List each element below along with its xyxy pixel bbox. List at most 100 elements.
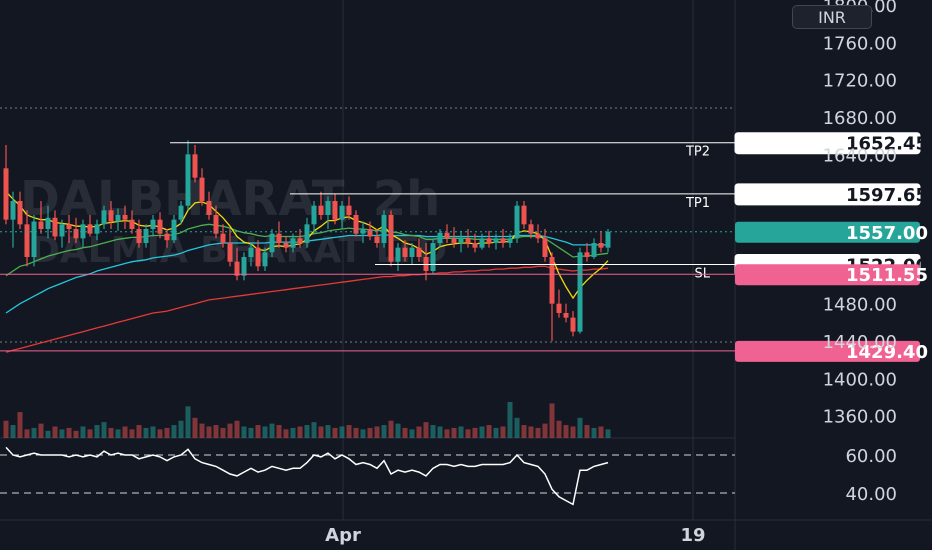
candle[interactable] [430,238,436,274]
candle[interactable] [563,303,569,323]
candlestick-series[interactable] [3,140,611,341]
currency-button[interactable]: INR [792,5,872,29]
candle[interactable] [199,168,205,206]
candle[interactable] [52,210,58,241]
candle[interactable] [87,214,93,237]
candle-body [297,238,303,243]
price-level-lines[interactable]: TP21652.45TP11597.651557.00SL1522.001511… [0,132,928,363]
candle[interactable] [178,200,184,225]
candle[interactable] [234,247,240,281]
candle[interactable] [129,210,135,234]
candle[interactable] [31,214,37,267]
volume-bar [584,425,590,438]
price-tag-label: 1597.65 [846,185,928,206]
candle[interactable] [311,200,317,234]
volume-bar [388,420,394,438]
candle[interactable] [108,200,114,229]
candle[interactable] [192,144,198,183]
candle[interactable] [304,217,310,248]
candle[interactable] [227,228,233,267]
candle[interactable] [290,233,296,253]
candle[interactable] [479,233,485,250]
candle[interactable] [465,228,471,248]
candle[interactable] [220,224,226,248]
volume-bar [73,430,79,438]
candle[interactable] [409,242,415,265]
candle[interactable] [458,230,464,253]
candle[interactable] [577,247,583,334]
candle[interactable] [388,210,394,267]
candle[interactable] [255,240,261,271]
candle[interactable] [346,196,352,220]
candle[interactable] [339,200,345,229]
time-axis[interactable]: Apr 19 [325,525,705,546]
candle[interactable] [45,205,51,239]
candle-body [388,214,394,262]
candle[interactable] [416,238,422,262]
candle[interactable] [248,242,254,267]
candle[interactable] [528,219,534,239]
candle[interactable] [206,191,212,220]
candle[interactable] [570,311,576,337]
candle[interactable] [269,228,275,257]
candle[interactable] [115,208,121,231]
candle[interactable] [171,214,177,243]
candle[interactable] [486,230,492,248]
candle[interactable] [38,200,44,234]
rsi-tick-label: 40.00 [845,484,897,505]
candle[interactable] [262,247,268,271]
candle[interactable] [66,214,72,243]
candle[interactable] [136,219,142,248]
candle[interactable] [542,228,548,262]
candle[interactable] [360,221,366,243]
candle[interactable] [514,200,520,243]
volume-bar [528,426,534,438]
candle[interactable] [276,221,282,248]
candle[interactable] [73,217,79,243]
volume-bar [192,417,198,438]
candle-body [451,238,457,243]
candle[interactable] [101,205,107,229]
candle[interactable] [472,233,478,253]
candle[interactable] [318,191,324,220]
volume-bar [94,425,100,438]
candle[interactable] [10,191,16,248]
candle-body [353,214,359,234]
candle-body [108,210,114,222]
candle[interactable] [325,196,331,229]
candle[interactable] [556,289,562,318]
candle[interactable] [59,219,65,248]
candle[interactable] [584,242,590,262]
candle[interactable] [283,236,289,253]
candle[interactable] [94,219,100,241]
candle[interactable] [367,221,373,241]
candle[interactable] [185,140,191,211]
candle[interactable] [332,193,338,225]
candle[interactable] [122,205,128,229]
candle[interactable] [402,240,408,262]
candle[interactable] [143,224,149,248]
candle[interactable] [80,219,86,248]
candle[interactable] [3,144,9,225]
candle[interactable] [500,228,506,248]
candle[interactable] [157,212,163,239]
candle[interactable] [591,238,597,259]
candle[interactable] [598,230,604,253]
candle[interactable] [241,252,247,281]
candle[interactable] [24,210,30,267]
candle[interactable] [507,233,513,248]
candle[interactable] [150,214,156,237]
candle[interactable] [549,252,555,341]
candle[interactable] [451,227,457,248]
candle[interactable] [493,233,499,250]
candle-body [255,247,261,267]
candle[interactable] [213,205,219,239]
candle[interactable] [395,242,401,271]
candle[interactable] [381,210,387,248]
candle[interactable] [535,224,541,243]
candle[interactable] [444,224,450,243]
candle[interactable] [605,228,611,253]
candle[interactable] [521,200,527,229]
candle[interactable] [17,191,23,229]
